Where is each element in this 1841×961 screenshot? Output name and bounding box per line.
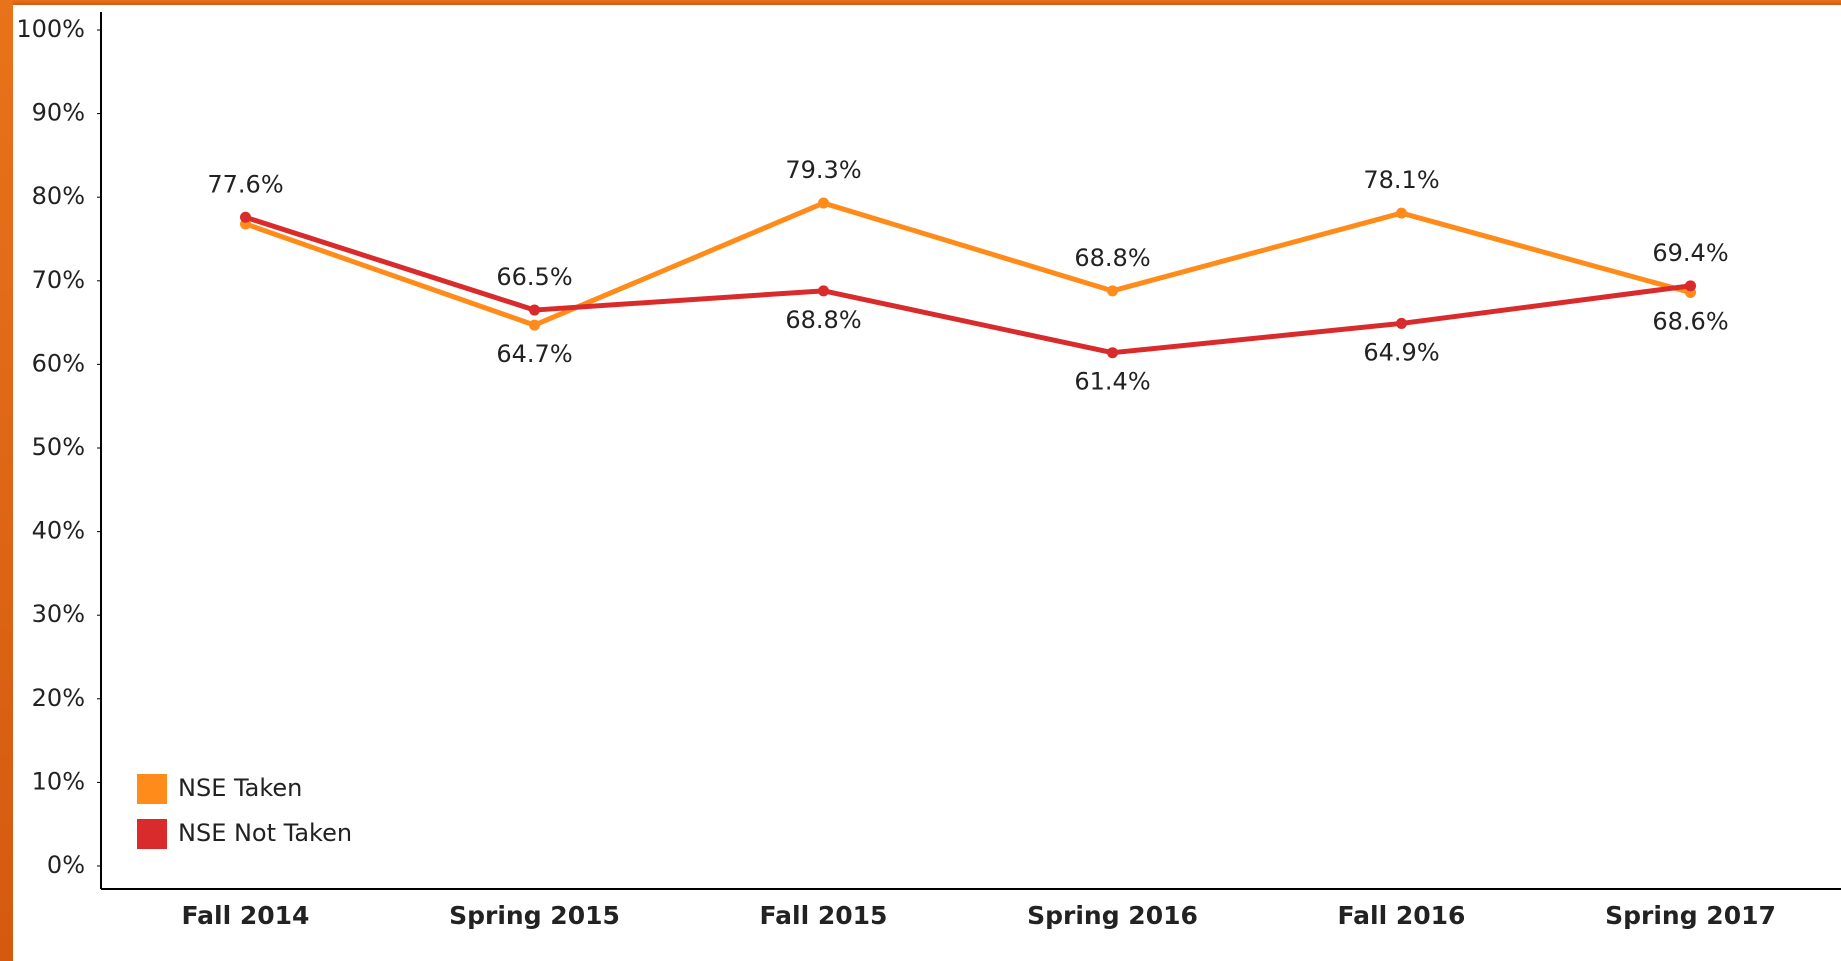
point [818,285,829,297]
data-label: 68.6% [1652,308,1728,336]
legend-label: NSE Taken [178,774,302,802]
frame-left [0,0,13,961]
x-tick-label: Spring 2017 [1605,901,1776,930]
y-tick-label: 50% [32,433,85,461]
point [1396,207,1407,219]
x-tick-label: Spring 2015 [449,901,620,930]
x-tick-label: Spring 2016 [1027,901,1198,930]
point [529,319,540,331]
legend-swatch [137,774,167,804]
point [529,304,540,316]
series-line [244,214,1691,356]
data-label: 66.5% [496,263,572,291]
point [1685,280,1696,292]
point [1107,347,1118,359]
data-label: 64.7% [496,340,572,368]
y-tick-label: 40% [32,517,85,545]
data-label: 61.4% [1074,368,1150,396]
legend-label: NSE Not Taken [178,819,352,847]
series-line [244,200,1692,328]
y-tick-label: 60% [32,349,85,377]
point [818,197,829,209]
data-label: 78.1% [1363,166,1439,194]
data-label: 69.4% [1652,239,1728,267]
x-tick-label: Fall 2014 [182,901,310,930]
y-tick-label: 90% [32,99,85,127]
point [1107,285,1118,297]
point [1396,317,1407,329]
data-label: 68.8% [1074,244,1150,272]
y-tick-label: 70% [32,266,85,294]
data-label: 77.6% [207,170,283,198]
legend-swatch [137,819,167,849]
y-tick-label: 10% [32,767,85,795]
frame-top [0,0,1841,5]
data-label: 64.9% [1363,338,1439,366]
x-tick-label: Fall 2015 [760,901,888,930]
data-label: 79.3% [785,156,861,184]
y-tick-label: 0% [47,851,85,879]
x-tick-label: Fall 2016 [1338,901,1466,930]
y-tick-label: 20% [32,684,85,712]
y-tick-label: 100% [16,15,85,43]
point [240,211,251,223]
data-label: 68.8% [785,306,861,334]
y-tick-label: 30% [32,600,85,628]
y-tick-label: 80% [32,182,85,210]
